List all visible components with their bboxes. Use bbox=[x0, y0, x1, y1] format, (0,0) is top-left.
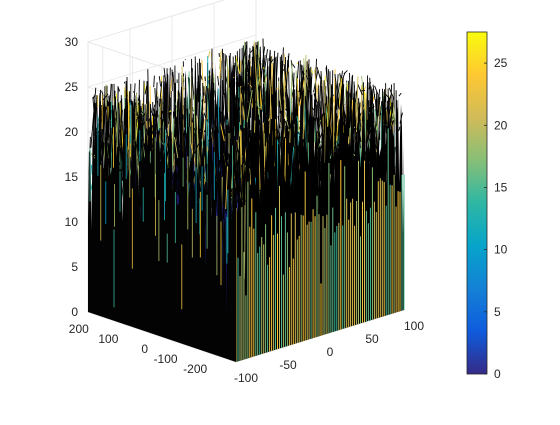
surface-edge bbox=[263, 82, 264, 83]
surface-edge bbox=[145, 86, 147, 95]
z-tick-label: 5 bbox=[71, 260, 78, 274]
surface-edge bbox=[324, 130, 325, 131]
surface-edge bbox=[155, 109, 156, 117]
surface-edge bbox=[183, 87, 185, 91]
y-tick-label: 0 bbox=[141, 342, 148, 356]
z-tick-label: 10 bbox=[65, 215, 79, 229]
y-tick-label: -100 bbox=[154, 352, 178, 366]
surface-edge bbox=[208, 51, 210, 58]
surface-edge bbox=[273, 146, 274, 161]
y-tick-label: 200 bbox=[69, 322, 89, 336]
surface-edge bbox=[197, 81, 198, 119]
surface-edge bbox=[311, 95, 312, 140]
colorbar-tick-label: 10 bbox=[494, 243, 508, 257]
x-tick-label: -50 bbox=[279, 358, 297, 372]
z-tick-label: 25 bbox=[65, 80, 79, 94]
surface-edge bbox=[386, 83, 387, 133]
x-tick-label: 50 bbox=[365, 332, 379, 346]
surface-edge bbox=[254, 91, 255, 100]
surface-edge bbox=[373, 95, 374, 101]
surface-edge bbox=[107, 131, 108, 149]
surface-edge bbox=[154, 76, 155, 88]
surface-edge bbox=[185, 59, 186, 60]
z-tick-label: 30 bbox=[65, 35, 79, 49]
surface-edge bbox=[399, 127, 400, 131]
z-tick-label: 15 bbox=[65, 170, 79, 184]
surface-edge bbox=[307, 61, 308, 120]
surface-edge bbox=[167, 152, 168, 156]
colorbar-tick-label: 15 bbox=[494, 181, 508, 195]
colorbar-tick-label: 20 bbox=[494, 118, 508, 132]
surface-edge bbox=[226, 55, 227, 66]
z-tick-label: 20 bbox=[65, 125, 79, 139]
surface-edge bbox=[300, 80, 301, 95]
surface-edge bbox=[399, 93, 401, 96]
colorbar-tick-label: 0 bbox=[494, 367, 501, 381]
surface-edge bbox=[282, 104, 283, 125]
x-tick-label: 100 bbox=[404, 319, 424, 333]
colorbar-gradient bbox=[467, 32, 487, 374]
surface-edge bbox=[91, 165, 92, 175]
colorbar-tick-label: 5 bbox=[494, 305, 501, 319]
z-tick-label: 0 bbox=[71, 305, 78, 319]
x-tick-label: 0 bbox=[327, 345, 334, 359]
surface-edge bbox=[218, 76, 219, 85]
y-tick-label: -200 bbox=[183, 362, 207, 376]
surface-edge bbox=[144, 83, 145, 92]
surface-edge bbox=[329, 69, 330, 131]
surface-edge bbox=[133, 114, 134, 125]
y-tick-label: 100 bbox=[98, 332, 118, 346]
colorbar: 0 5 10 15 20 25 bbox=[467, 32, 508, 381]
surface-edge bbox=[184, 77, 185, 82]
surface-edge bbox=[159, 76, 160, 86]
x-tick-label: -100 bbox=[234, 371, 258, 385]
surface-edge bbox=[116, 93, 117, 100]
surface bbox=[88, 39, 404, 363]
surface-edge bbox=[133, 92, 134, 93]
colorbar-tick-label: 25 bbox=[494, 56, 508, 70]
